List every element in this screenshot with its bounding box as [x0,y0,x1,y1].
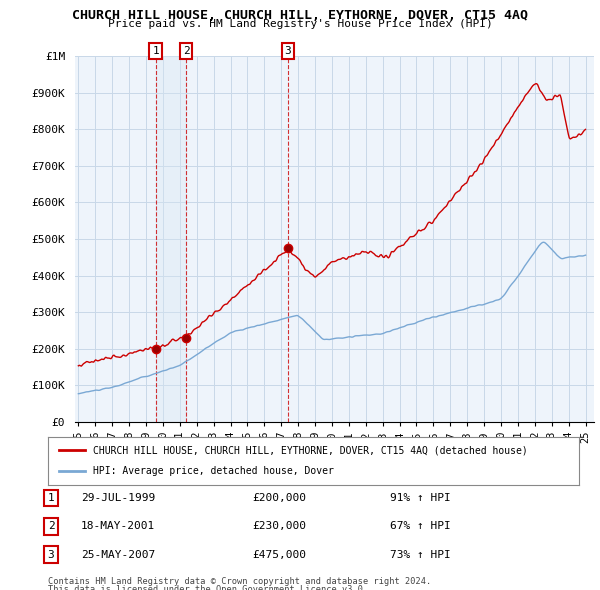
Bar [155,56,186,422]
Text: 1: 1 [152,46,159,56]
Text: 73% ↑ HPI: 73% ↑ HPI [390,550,451,559]
Text: £230,000: £230,000 [252,522,306,531]
Text: 2: 2 [47,522,55,531]
Text: £475,000: £475,000 [252,550,306,559]
Text: 29-JUL-1999: 29-JUL-1999 [81,493,155,503]
Text: 3: 3 [47,550,55,559]
Text: £200,000: £200,000 [252,493,306,503]
Text: 25-MAY-2007: 25-MAY-2007 [81,550,155,559]
Text: Price paid vs. HM Land Registry's House Price Index (HPI): Price paid vs. HM Land Registry's House … [107,19,493,30]
Text: 91% ↑ HPI: 91% ↑ HPI [390,493,451,503]
Text: HPI: Average price, detached house, Dover: HPI: Average price, detached house, Dove… [93,467,334,477]
Text: 3: 3 [284,46,291,56]
Text: 1: 1 [47,493,55,503]
Text: 2: 2 [182,46,190,56]
Text: This data is licensed under the Open Government Licence v3.0.: This data is licensed under the Open Gov… [48,585,368,590]
Text: 18-MAY-2001: 18-MAY-2001 [81,522,155,531]
Text: CHURCH HILL HOUSE, CHURCH HILL, EYTHORNE, DOVER, CT15 4AQ (detached house): CHURCH HILL HOUSE, CHURCH HILL, EYTHORNE… [93,445,528,455]
Text: Contains HM Land Registry data © Crown copyright and database right 2024.: Contains HM Land Registry data © Crown c… [48,577,431,586]
Text: CHURCH HILL HOUSE, CHURCH HILL, EYTHORNE, DOVER, CT15 4AQ: CHURCH HILL HOUSE, CHURCH HILL, EYTHORNE… [72,9,528,22]
Text: 67% ↑ HPI: 67% ↑ HPI [390,522,451,531]
